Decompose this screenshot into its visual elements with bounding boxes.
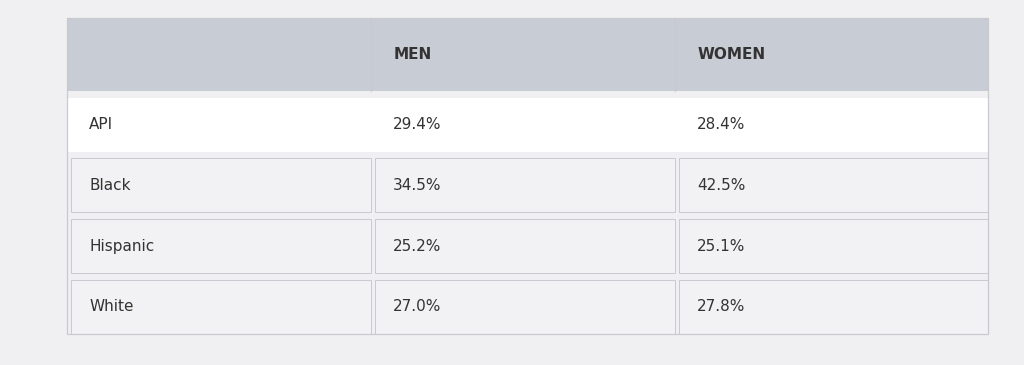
Text: 27.0%: 27.0%: [393, 299, 441, 314]
Text: 27.8%: 27.8%: [697, 299, 745, 314]
Text: API: API: [89, 117, 114, 132]
Text: WOMEN: WOMEN: [697, 47, 766, 62]
FancyBboxPatch shape: [375, 280, 675, 334]
Text: 42.5%: 42.5%: [697, 178, 745, 193]
Text: White: White: [89, 299, 133, 314]
Text: 25.1%: 25.1%: [697, 238, 745, 254]
Text: 25.2%: 25.2%: [393, 238, 441, 254]
FancyBboxPatch shape: [71, 158, 371, 212]
FancyBboxPatch shape: [375, 158, 675, 212]
FancyBboxPatch shape: [679, 280, 988, 334]
FancyBboxPatch shape: [71, 219, 371, 273]
Text: Hispanic: Hispanic: [89, 238, 155, 254]
FancyBboxPatch shape: [67, 98, 371, 152]
FancyBboxPatch shape: [679, 219, 988, 273]
FancyBboxPatch shape: [679, 158, 988, 212]
Text: 29.4%: 29.4%: [393, 117, 441, 132]
Text: MEN: MEN: [393, 47, 431, 62]
FancyBboxPatch shape: [371, 98, 675, 152]
FancyBboxPatch shape: [675, 98, 988, 152]
FancyBboxPatch shape: [71, 280, 371, 334]
Text: Black: Black: [89, 178, 131, 193]
FancyBboxPatch shape: [67, 18, 988, 91]
Text: 34.5%: 34.5%: [393, 178, 441, 193]
FancyBboxPatch shape: [375, 219, 675, 273]
Text: 28.4%: 28.4%: [697, 117, 745, 132]
